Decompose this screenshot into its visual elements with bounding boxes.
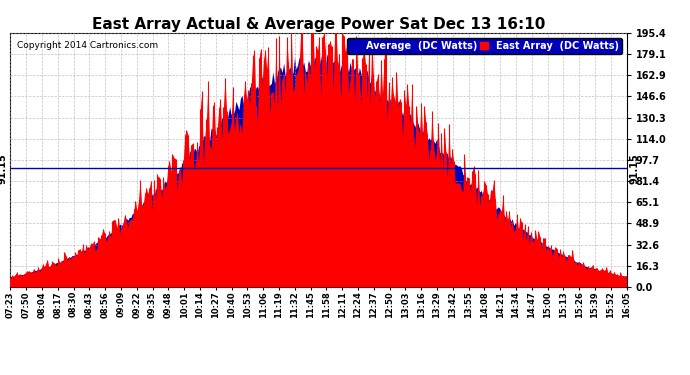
Legend: Average  (DC Watts), East Array  (DC Watts): Average (DC Watts), East Array (DC Watts… (348, 38, 622, 54)
Text: Copyright 2014 Cartronics.com: Copyright 2014 Cartronics.com (17, 40, 157, 50)
Text: 91.15: 91.15 (629, 153, 640, 184)
Title: East Array Actual & Average Power Sat Dec 13 16:10: East Array Actual & Average Power Sat De… (92, 17, 545, 32)
Text: 91.15: 91.15 (0, 153, 8, 184)
